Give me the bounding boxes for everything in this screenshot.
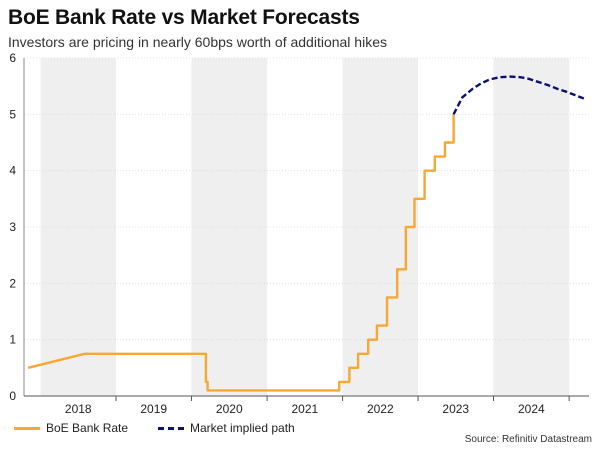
legend-label-bank-rate: BoE Bank Rate	[46, 421, 129, 435]
x-tick-label: 2018	[65, 402, 92, 416]
series-line-market-path	[452, 75, 586, 115]
y-tick-label: 6	[9, 51, 16, 65]
x-tick-label: 2019	[140, 402, 167, 416]
legend-swatch-solid	[14, 426, 40, 430]
legend-item-market-path: Market implied path	[158, 420, 295, 436]
x-tick-label: 2024	[518, 402, 545, 416]
y-tick-label: 2	[9, 276, 16, 290]
x-tick-label: 2020	[216, 402, 243, 416]
series-line-bank-rate	[27, 114, 455, 392]
chart-subtitle: Investors are pricing in nearly 60bps wo…	[8, 34, 387, 50]
x-tick-label: 2021	[291, 402, 318, 416]
x-tick-label: 2023	[442, 402, 469, 416]
source-note: Source: Refinitiv Datastream	[464, 434, 592, 445]
y-tick-label: 4	[9, 164, 16, 178]
y-tick-label: 5	[9, 107, 16, 121]
x-tick-label: 2022	[367, 402, 394, 416]
y-tick-label: 1	[9, 333, 16, 347]
chart-title: BoE Bank Rate vs Market Forecasts	[8, 6, 360, 29]
legend-swatch-dashed	[158, 426, 184, 430]
y-tick-label: 0	[9, 389, 16, 403]
y-tick-label: 3	[9, 220, 16, 234]
legend-label-market-path: Market implied path	[190, 421, 295, 435]
legend-item-bank-rate: BoE Bank Rate	[14, 420, 128, 436]
